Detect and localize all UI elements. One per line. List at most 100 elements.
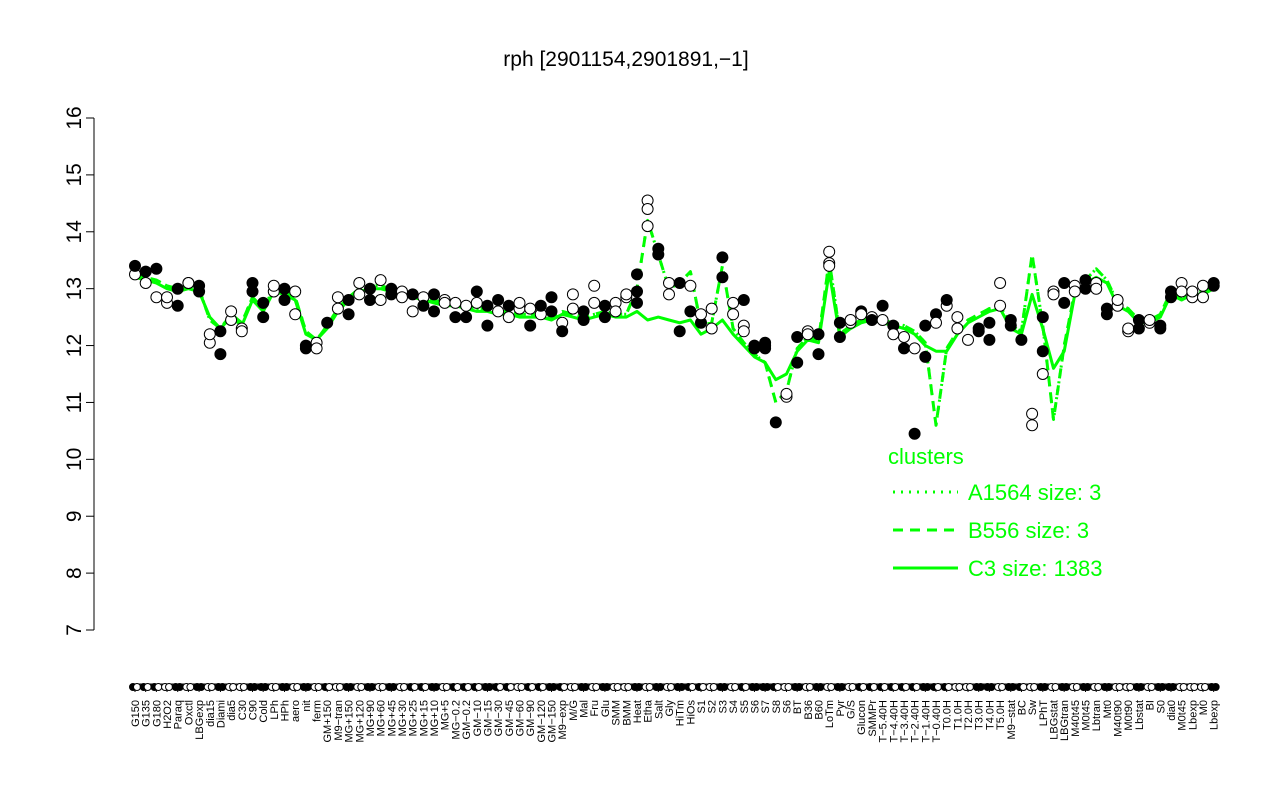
rug-marker <box>1147 683 1156 691</box>
data-point <box>214 348 227 361</box>
rug-marker <box>848 683 857 691</box>
rug-marker <box>1168 683 1177 691</box>
data-point <box>278 294 291 306</box>
rug-marker <box>314 683 323 691</box>
data-point <box>684 305 697 318</box>
data-point <box>994 299 1007 312</box>
rug-marker <box>667 683 675 691</box>
x-tick-label: S1 <box>696 700 708 713</box>
x-tick-label: GM−150 <box>547 700 559 743</box>
rug-marker <box>485 683 494 691</box>
data-point <box>364 294 376 306</box>
data-point <box>470 285 483 298</box>
x-tick-label: Glucon <box>856 700 868 735</box>
rug-marker <box>1051 683 1060 691</box>
rug-marker <box>934 683 942 691</box>
x-tick-label: M9−tran <box>333 700 345 741</box>
legend: clusters A1564 size: 3 B556 size: 3 C3 siz… <box>888 444 1103 581</box>
legend-label: C3 size: 1383 <box>968 556 1103 581</box>
rug-marker <box>293 683 302 691</box>
x-tick-label: T−5.40H <box>878 700 890 743</box>
x-tick-label: Cold <box>258 700 270 723</box>
rug-marker <box>528 683 537 691</box>
data-point <box>139 265 152 278</box>
x-tick-label: S3 <box>717 700 729 713</box>
x-tick-label: GM−0.2 <box>461 700 473 739</box>
data-point <box>833 331 846 343</box>
x-tick-label: MG+45 <box>386 700 398 736</box>
data-point <box>460 311 473 324</box>
data-point <box>353 288 366 301</box>
rug-marker <box>367 683 376 691</box>
rug-marker <box>613 683 622 691</box>
rug-marker <box>133 683 141 691</box>
rug-marker <box>891 683 900 691</box>
x-tick-label: GM−45 <box>504 700 516 736</box>
data-point <box>150 262 163 275</box>
data-point <box>588 296 601 309</box>
x-tick-label: GM−15 <box>482 700 494 736</box>
data-point <box>193 285 206 298</box>
rug-marker <box>549 683 558 691</box>
data-point <box>257 311 270 324</box>
x-tick-label: T−0.40H <box>931 700 943 743</box>
x-tick-label: SMM <box>611 700 623 726</box>
x-tick-label: B36 <box>803 700 815 720</box>
rug-marker <box>581 683 590 691</box>
data-point <box>492 294 505 306</box>
data-point <box>737 294 750 306</box>
data-point <box>833 316 846 329</box>
rug-marker <box>410 683 419 691</box>
data-point <box>502 299 515 312</box>
data-point <box>1068 285 1081 298</box>
x-tick-label: aero <box>290 700 302 722</box>
data-point <box>769 416 782 429</box>
rug-marker <box>400 683 408 691</box>
rug-marker <box>378 683 387 691</box>
data-point <box>983 316 996 329</box>
data-point <box>1143 314 1156 326</box>
x-tick-label: Gly <box>664 700 676 717</box>
data-point <box>1197 291 1209 304</box>
data-point <box>898 331 910 343</box>
x-tick-label: Lbtran <box>1091 700 1103 731</box>
rug-marker <box>912 683 921 691</box>
data-point <box>598 299 611 312</box>
data-point <box>492 305 505 318</box>
x-tick-label: LPhT <box>1038 700 1050 727</box>
data-point <box>919 319 932 332</box>
data-point <box>705 322 718 335</box>
rug-marker <box>795 683 804 691</box>
rug-marker <box>1019 683 1028 691</box>
x-tick-label: S7 <box>760 700 772 713</box>
x-tick-label: S6 <box>749 700 761 713</box>
x-tick-label: M0 <box>1198 700 1210 715</box>
data-point <box>865 314 878 326</box>
x-tick-label: HPh <box>280 700 292 721</box>
rug-marker <box>538 683 547 691</box>
data-point <box>1122 322 1135 335</box>
rug-marker <box>325 683 334 691</box>
rug-marker <box>976 683 985 691</box>
x-tick-label: T5.0H <box>995 700 1007 730</box>
rug-marker <box>218 683 227 691</box>
rug-marker <box>250 683 259 691</box>
data-point <box>609 305 622 318</box>
x-tick-label: GM−30 <box>493 700 505 736</box>
rug-marker <box>731 683 740 691</box>
data-point <box>310 342 323 355</box>
rug-marker <box>282 683 291 691</box>
x-tick-label: dia15 <box>205 700 217 727</box>
x-tick-label: G180 <box>151 700 163 727</box>
rug-marker <box>1126 683 1135 691</box>
y-tick-label: 13 <box>63 277 86 300</box>
data-point <box>161 291 173 304</box>
data-point <box>898 342 910 355</box>
x-tick-label: M40t90 <box>1113 700 1125 737</box>
data-point <box>1058 296 1071 309</box>
data-point <box>449 311 462 324</box>
data-point <box>887 328 900 341</box>
rug-marker <box>1030 683 1039 691</box>
data-point <box>171 282 184 295</box>
data-point <box>299 342 312 355</box>
